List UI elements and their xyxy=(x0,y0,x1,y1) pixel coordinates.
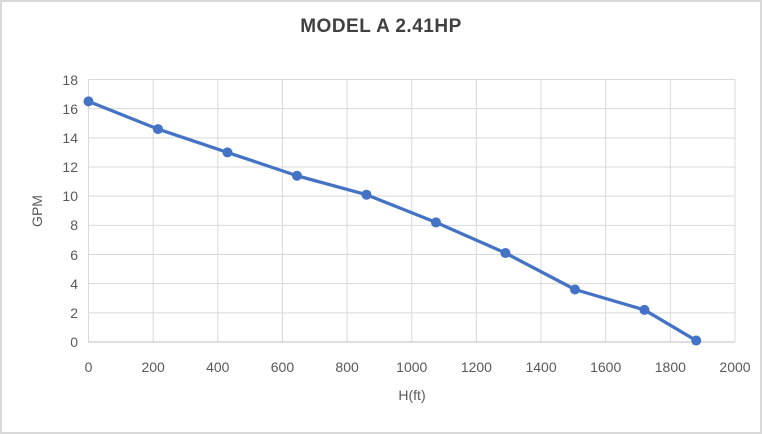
data-point-marker xyxy=(152,124,163,135)
data-point-marker xyxy=(291,170,302,181)
x-tick-label: 1600 xyxy=(590,359,622,375)
x-tick-label: 1800 xyxy=(654,359,686,375)
y-tick-label: 16 xyxy=(62,100,78,117)
x-tick-label: 1200 xyxy=(460,359,492,375)
y-tick-label: 6 xyxy=(70,246,78,263)
data-point-marker xyxy=(361,189,372,200)
data-point-marker xyxy=(569,284,580,295)
y-tick-label: 12 xyxy=(62,159,78,175)
x-tick-label: 2000 xyxy=(719,359,751,375)
data-point-marker xyxy=(691,335,702,346)
data-point-marker xyxy=(500,248,511,259)
y-tick-label: 10 xyxy=(62,188,78,205)
y-tick-label: 18 xyxy=(62,71,78,88)
y-tick-label: 2 xyxy=(70,304,78,321)
x-tick-label: 1000 xyxy=(396,359,428,375)
x-tick-label: 1400 xyxy=(525,359,557,375)
data-point-marker xyxy=(222,147,233,158)
x-tick-label: 0 xyxy=(84,359,93,375)
y-tick-label: 4 xyxy=(70,275,78,292)
x-tick-label: 200 xyxy=(141,359,165,375)
data-point-marker xyxy=(83,96,94,107)
data-point-marker xyxy=(430,217,441,228)
x-tick-label: 400 xyxy=(206,359,230,375)
data-point-marker xyxy=(639,304,650,315)
y-tick-label: 8 xyxy=(70,217,78,234)
series-line xyxy=(86,99,698,343)
x-axis-title: H(ft) xyxy=(398,387,426,403)
y-tick-label: 0 xyxy=(70,334,78,350)
x-tick-label: 600 xyxy=(270,359,295,375)
x-tick-label: 800 xyxy=(335,359,359,375)
y-tick-label: 14 xyxy=(62,129,78,146)
chart-title: MODEL A 2.41HP xyxy=(300,16,462,37)
